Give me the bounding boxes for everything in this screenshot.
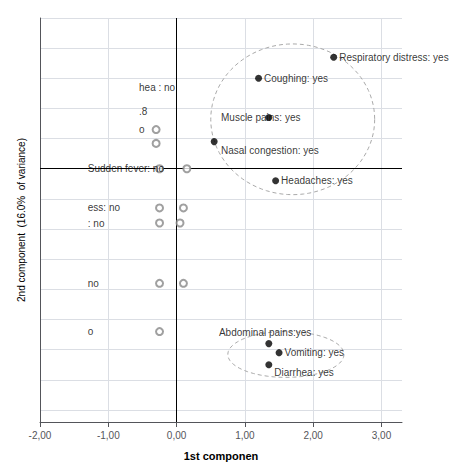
svg-text:Nasal congestion: yes: Nasal congestion: yes — [221, 145, 319, 156]
svg-text:2nd component (16.0% of vari: 2nd component (16.0% of variance) — [16, 138, 27, 302]
svg-text:-2,00: -2,00 — [29, 430, 52, 441]
svg-text:.8: .8 — [139, 106, 148, 117]
svg-text:1,00: 1,00 — [235, 430, 255, 441]
svg-text:3,00: 3,00 — [372, 430, 392, 441]
svg-text:Sudden fever: no: Sudden fever: no — [88, 163, 165, 174]
svg-text:Abdominal pains:yes: Abdominal pains:yes — [219, 327, 311, 338]
svg-text:0,00: 0,00 — [167, 430, 187, 441]
svg-text:2,00: 2,00 — [303, 430, 323, 441]
svg-text:Headaches: yes: Headaches: yes — [281, 175, 353, 186]
svg-text:o: o — [139, 124, 145, 135]
svg-text:hea : no: hea : no — [139, 82, 176, 93]
svg-text:no: no — [88, 278, 100, 289]
svg-text:Respiratory distress: yes: Respiratory distress: yes — [339, 52, 448, 63]
svg-text:: no: : no — [88, 218, 105, 229]
svg-text:o: o — [88, 326, 94, 337]
svg-text:ess: no: ess: no — [88, 202, 121, 213]
svg-text:-1,00: -1,00 — [97, 430, 120, 441]
svg-text:Coughing: yes: Coughing: yes — [264, 73, 328, 84]
svg-text:Muscle pains: yes: Muscle pains: yes — [221, 112, 300, 123]
svg-text:1st componen: 1st componen — [184, 450, 259, 462]
svg-text:Diarrhea: yes: Diarrhea: yes — [274, 367, 333, 378]
svg-text:Vomiting: yes: Vomiting: yes — [285, 347, 344, 358]
